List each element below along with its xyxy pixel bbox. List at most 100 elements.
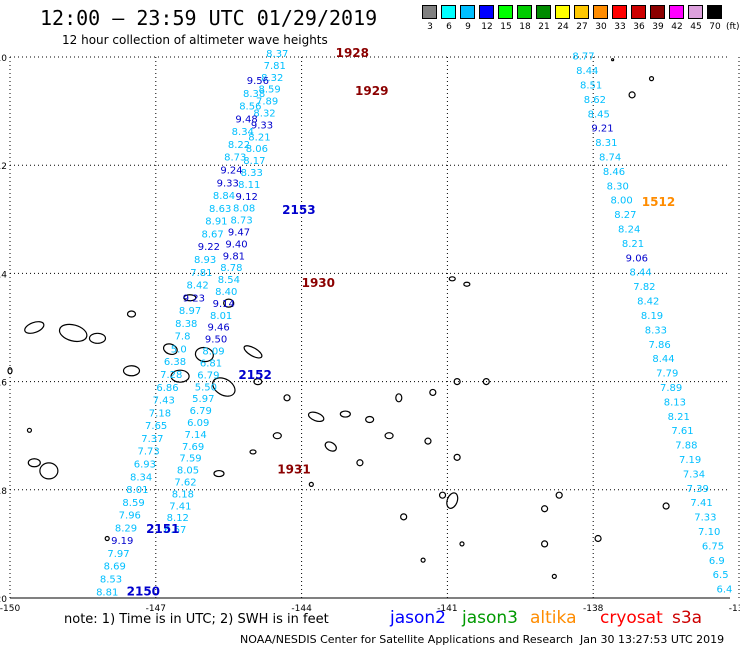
- legend-swatch: [669, 5, 684, 19]
- island-outline: [183, 294, 197, 302]
- legend-swatch: [707, 5, 722, 19]
- wave-height-value: 8.01: [126, 485, 148, 496]
- wave-height-value: 8.73: [224, 153, 246, 164]
- wave-height-value: 7.82: [633, 282, 655, 293]
- pass-label: 1928: [336, 46, 369, 60]
- legend-unit: (ft): [726, 22, 740, 32]
- wave-height-value: 8.21: [248, 132, 270, 143]
- legend-swatch-label: 9: [465, 22, 471, 32]
- wave-height-value: 8.31: [595, 138, 617, 149]
- wave-height-value: 9.12: [236, 192, 258, 203]
- legend-swatch-label: 3: [427, 22, 433, 32]
- island-outline: [453, 378, 461, 386]
- wave-height-value: 9.33: [251, 120, 273, 131]
- wave-height-value: 8.77: [572, 52, 594, 63]
- wave-height-value: 8.44: [629, 268, 651, 279]
- wave-height-value: 8.01: [210, 311, 232, 322]
- wave-height-value: 8.53: [100, 575, 122, 586]
- wave-height-value: 7.19: [679, 455, 701, 466]
- island-outline: [459, 541, 465, 547]
- wave-height-value: 9.40: [225, 239, 247, 250]
- wave-height-value: 7.62: [174, 477, 196, 488]
- wave-height-value: 7.34: [683, 469, 705, 480]
- legend-swatch-label: 6: [446, 22, 452, 32]
- wave-height-value: 8.74: [599, 153, 621, 164]
- island-outline: [540, 540, 549, 548]
- wave-height-value: 5.50: [195, 382, 217, 393]
- island-outline: [308, 481, 314, 487]
- wave-height-value: 7.43: [153, 396, 175, 407]
- pass-label: 2150: [127, 584, 160, 598]
- legend-swatch: [460, 5, 475, 19]
- wave-height-value: 8.42: [186, 281, 208, 292]
- wave-height-value: 8.69: [104, 562, 126, 573]
- legend-swatch-label: 27: [576, 22, 588, 32]
- wave-height-value: 8.40: [215, 287, 237, 298]
- wave-height-value: 9.46: [207, 323, 229, 334]
- wave-height-value: 8.09: [202, 347, 224, 358]
- lon-tick-label: -135: [729, 604, 740, 614]
- wave-height-value: 8.24: [618, 225, 640, 236]
- pass-label: 1929: [355, 84, 388, 98]
- lat-tick-label: -14: [0, 270, 7, 280]
- wave-height-value: 8.33: [241, 168, 263, 179]
- wave-height-value: 6.67: [164, 525, 186, 536]
- wave-height-value: 7.96: [119, 511, 141, 522]
- legend-swatch: [574, 5, 589, 19]
- wave-height-value: 8.00: [610, 196, 632, 207]
- island-outline: [324, 441, 337, 452]
- island-outline: [339, 410, 351, 418]
- wave-height-value: 9.14: [213, 299, 235, 310]
- wave-height-value: 7.81: [190, 268, 212, 279]
- island-outline: [223, 298, 235, 308]
- wave-height-value: 7.10: [698, 527, 720, 538]
- pass-label: 2153: [282, 203, 315, 217]
- generated-timestamp: Jan 30 13:27:53 UTC 2019: [580, 633, 725, 646]
- island-outline: [39, 462, 59, 480]
- wave-height-value: 6.5: [713, 570, 729, 581]
- legend-swatch-label: 42: [671, 22, 683, 32]
- island-outline: [463, 281, 471, 287]
- pass-label: 2152: [238, 368, 271, 382]
- wave-height-value: 8.56: [239, 102, 261, 113]
- island-outline: [628, 91, 636, 99]
- legend-swatch-label: 24: [557, 22, 569, 32]
- wave-height-value: 8.19: [641, 311, 663, 322]
- satellite-legend-item: altika: [530, 608, 577, 628]
- lat-tick-label: -18: [0, 487, 7, 497]
- wave-height-value: 7.18: [149, 408, 171, 419]
- wave-height-value: 8.32: [253, 109, 275, 120]
- lat-tick-label: -16: [0, 379, 7, 389]
- legend-swatch-label: 70: [709, 22, 721, 32]
- wave-height-value: 8.73: [230, 216, 252, 227]
- wave-height-value: 6.79: [197, 370, 219, 381]
- legend-swatch: [517, 5, 532, 19]
- pass-label: 2151: [146, 522, 179, 536]
- wave-height-value: 8.84: [213, 191, 235, 202]
- island-outline: [400, 513, 408, 521]
- legend-swatch-label: 30: [595, 22, 607, 32]
- lat-tick-label: -10: [0, 54, 7, 64]
- map-subtitle: 12 hour collection of altimeter wave hei…: [62, 33, 328, 47]
- wave-height-value: 7.81: [264, 61, 286, 72]
- pass-label: 1512: [642, 195, 675, 209]
- legend-swatch-label: 33: [614, 22, 626, 32]
- wave-height-value: 9.21: [591, 124, 613, 135]
- lat-tick-label: -12: [0, 162, 7, 172]
- wave-height-value: 9.47: [228, 228, 250, 239]
- tick-labels: -10 -12 -14 -16 -18 -20-150 -147 -144 -141 -138 -1…: [0, 54, 740, 614]
- wave-height-value: 8.22: [228, 140, 250, 151]
- island-outline: [249, 449, 257, 455]
- lon-tick-label: -138: [583, 604, 604, 614]
- island-outline: [482, 378, 490, 386]
- island-outline: [356, 459, 364, 467]
- wave-height-value: 8.34: [232, 127, 254, 138]
- island-outline: [104, 535, 110, 542]
- legend-swatch: [441, 5, 456, 19]
- wave-height-value: 8.06: [246, 144, 268, 155]
- wave-height-value: 7.41: [690, 498, 712, 509]
- island-outline: [283, 394, 291, 402]
- legend-swatch-label: 15: [500, 22, 512, 32]
- legend-swatch: [631, 5, 646, 19]
- legend-swatch: [650, 5, 665, 19]
